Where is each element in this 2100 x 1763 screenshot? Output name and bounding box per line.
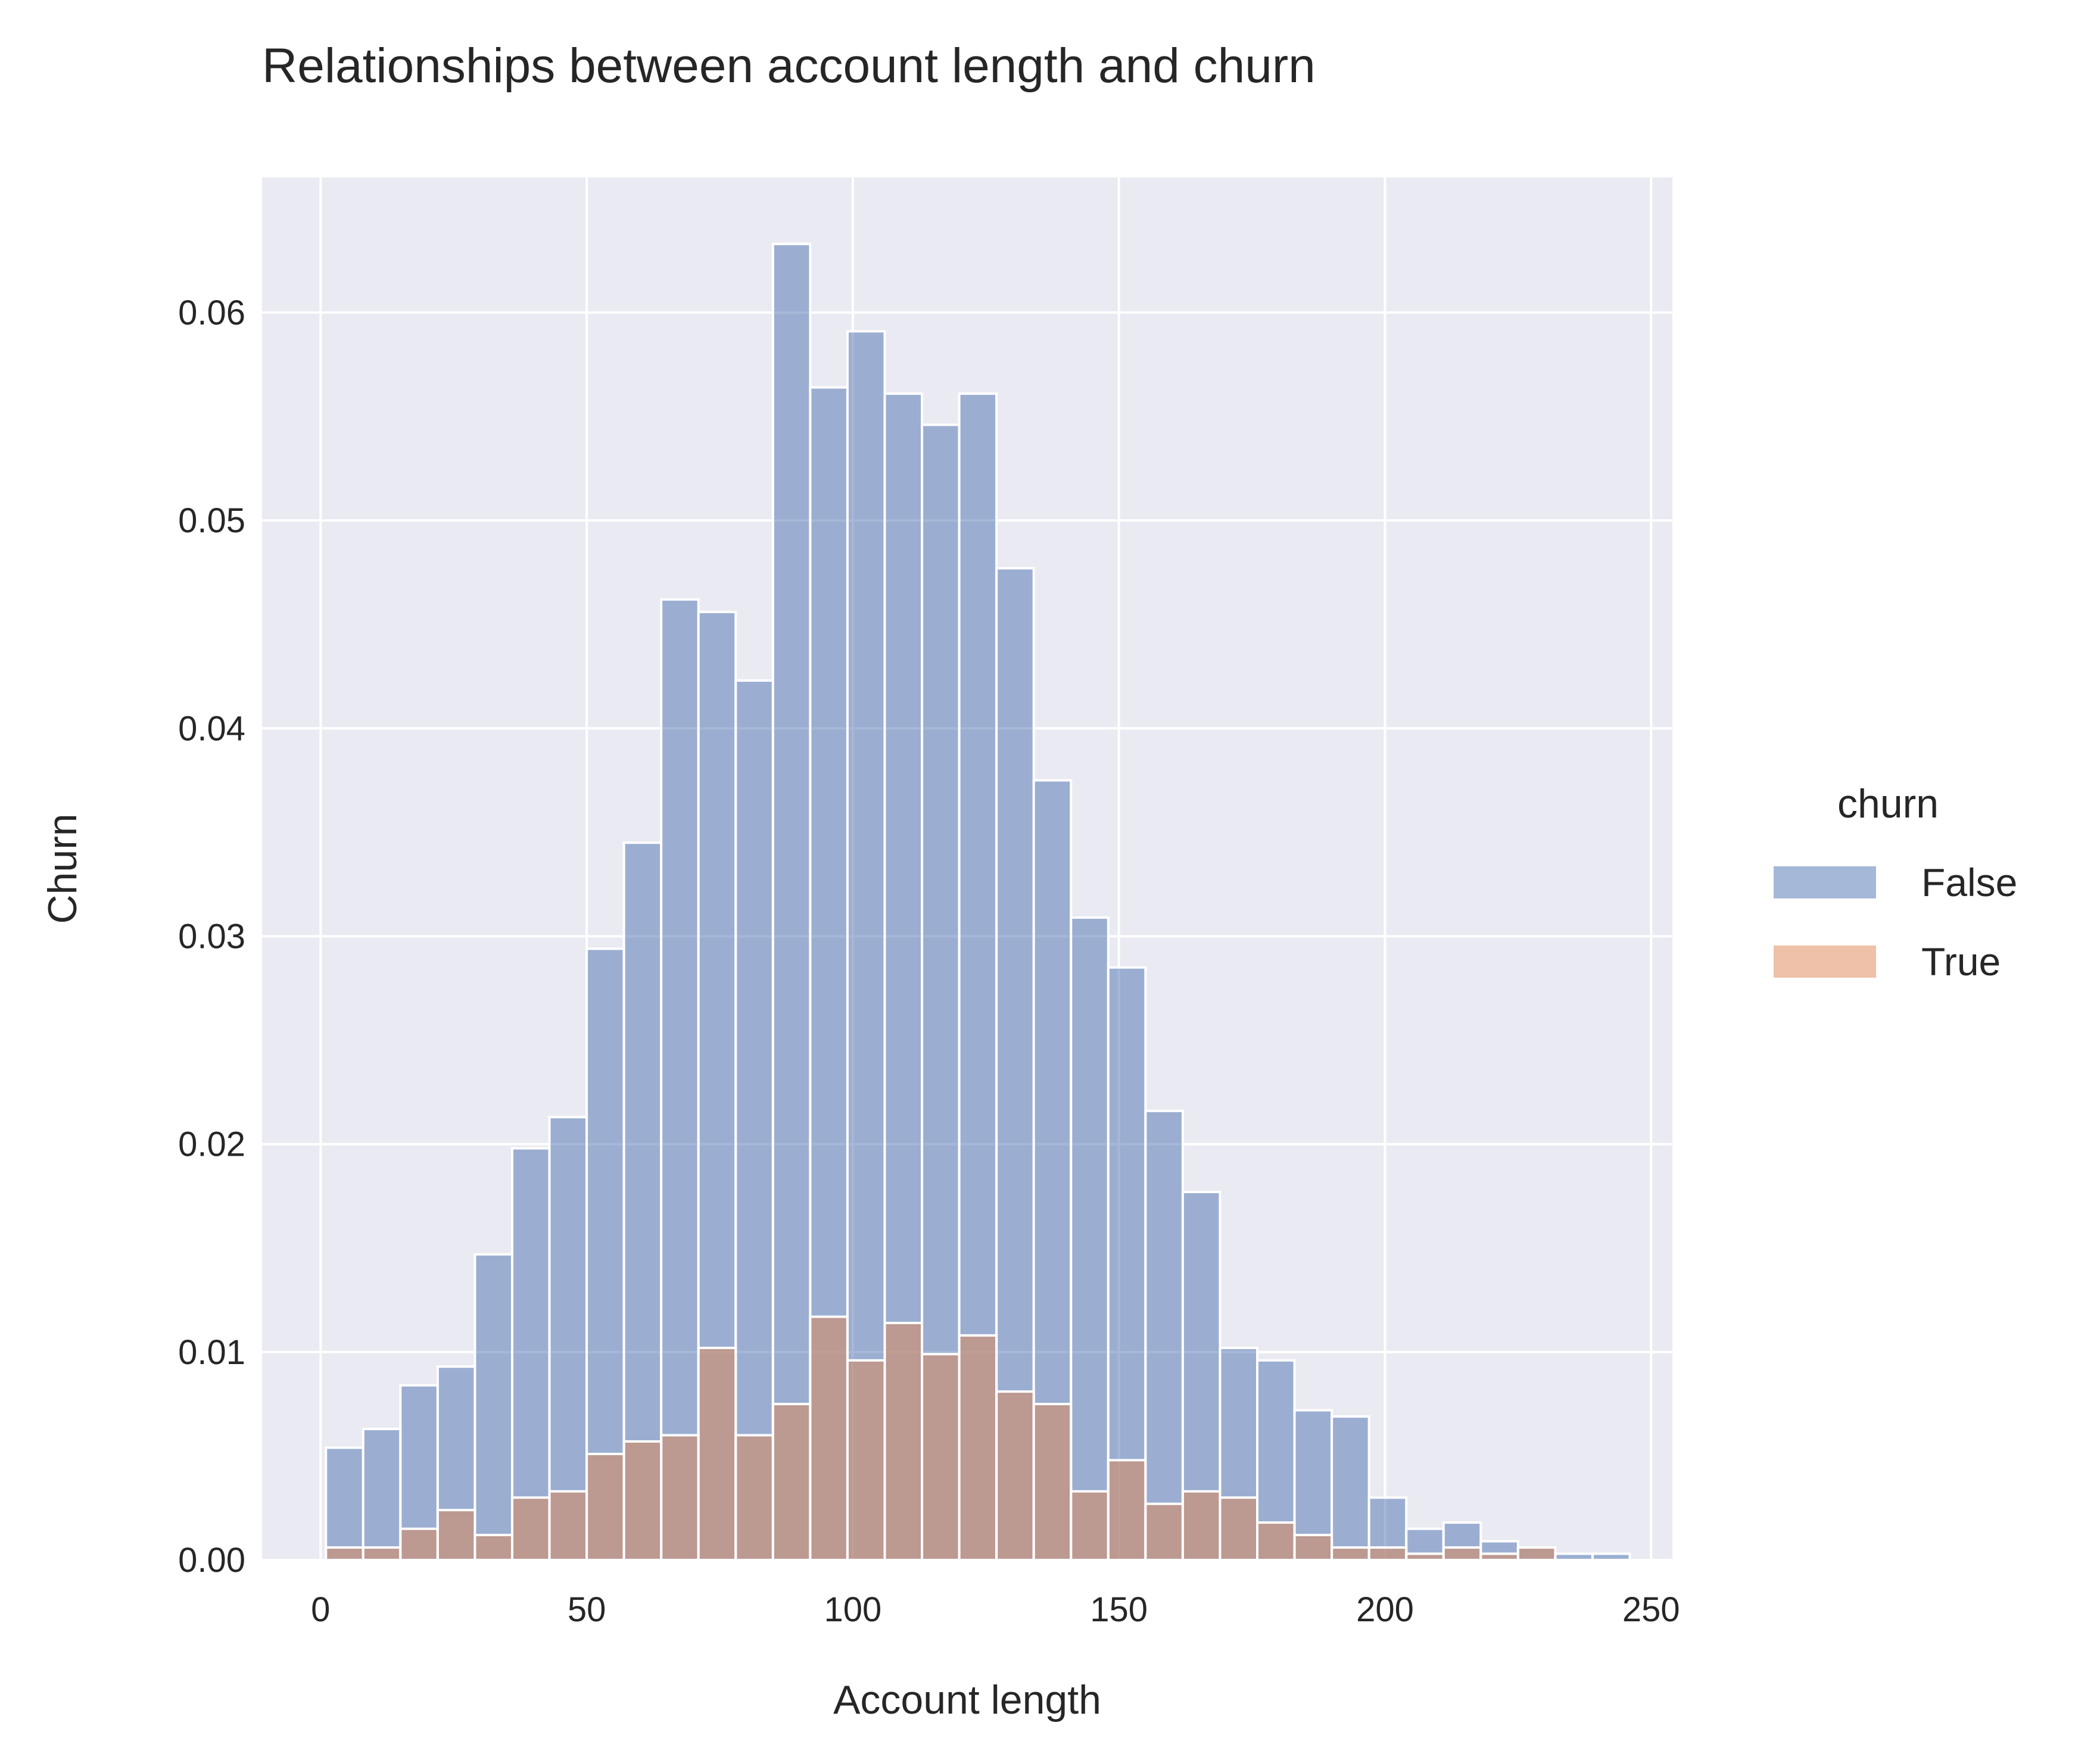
bar-true [362, 1546, 402, 1561]
bar-false [362, 1428, 402, 1561]
bar-false [1070, 916, 1110, 1561]
bar-false [846, 330, 886, 1561]
bar-false [548, 1116, 588, 1561]
bar-true [1181, 1490, 1222, 1562]
legend-title: churn [1837, 781, 1939, 826]
y-tick-label: 0.04 [178, 709, 245, 748]
bar-true [399, 1527, 439, 1561]
x-tick-label: 150 [1090, 1590, 1148, 1629]
bars-layer [325, 242, 1631, 1562]
bar-true [1479, 1552, 1519, 1562]
bar-false [325, 1446, 364, 1561]
bar-true [1405, 1552, 1445, 1562]
bar-true [510, 1496, 551, 1561]
bar-true [325, 1546, 364, 1561]
bar-true [1442, 1546, 1482, 1561]
legend-label-true: True [1921, 940, 2001, 984]
bar-true [958, 1334, 998, 1562]
bar-true [1144, 1502, 1184, 1562]
bar-true [995, 1390, 1035, 1561]
bar-true [1516, 1546, 1557, 1561]
bar-true [1107, 1459, 1147, 1561]
y-tick-label: 0.02 [178, 1125, 245, 1164]
x-tick-label: 250 [1622, 1590, 1680, 1629]
y-tick-label: 0.06 [178, 294, 245, 332]
bar-false [660, 598, 700, 1561]
bar-true [697, 1346, 737, 1561]
chart-title: Relationships between account length and… [262, 39, 1316, 93]
bar-true [771, 1403, 812, 1562]
bar-true [1219, 1496, 1259, 1561]
legend-swatch-true [1774, 946, 1876, 978]
bar-true [809, 1315, 849, 1562]
bar-true [622, 1440, 663, 1561]
bar-true [585, 1452, 625, 1562]
bar-true [660, 1434, 700, 1562]
bar-true [846, 1359, 886, 1561]
bar-false [1591, 1552, 1631, 1562]
x-tick-label: 100 [824, 1590, 881, 1629]
x-tick-label: 200 [1356, 1590, 1414, 1629]
bar-true [1367, 1546, 1408, 1561]
x-axis-label: Account length [833, 1677, 1101, 1723]
x-tick-label: 0 [311, 1590, 330, 1629]
bar-false [473, 1253, 513, 1562]
bar-true [1032, 1403, 1073, 1562]
y-tick-label: 0.01 [178, 1333, 245, 1372]
bar-true [1256, 1521, 1296, 1562]
bar-true [1331, 1546, 1370, 1561]
tick-labels: 0 50 100 150 200 250 0.00 0.01 0.02 0.03 0.04 0.05 0… [178, 294, 1680, 1629]
y-tick-label: 0.03 [178, 917, 245, 956]
bar-true [436, 1509, 476, 1561]
bar-true [1293, 1534, 1333, 1562]
bar-false [771, 242, 812, 1561]
bar-false [1331, 1415, 1370, 1561]
bar-true [473, 1534, 513, 1562]
legend-swatch-false [1774, 866, 1876, 898]
bar-true [1070, 1490, 1110, 1562]
y-axis-label: Churn [40, 813, 85, 923]
x-tick-label: 50 [568, 1590, 606, 1629]
y-tick-label: 0.00 [178, 1541, 245, 1580]
bar-true [548, 1490, 588, 1562]
bar-false [1144, 1109, 1184, 1562]
legend-label-false: False [1921, 860, 2017, 904]
bar-true [921, 1353, 961, 1562]
legend: churn False True [1774, 781, 2017, 984]
bar-false [1554, 1552, 1594, 1562]
bar-false [734, 679, 774, 1561]
y-tick-label: 0.05 [178, 501, 245, 540]
bar-true [734, 1434, 774, 1562]
bar-true [883, 1321, 924, 1561]
